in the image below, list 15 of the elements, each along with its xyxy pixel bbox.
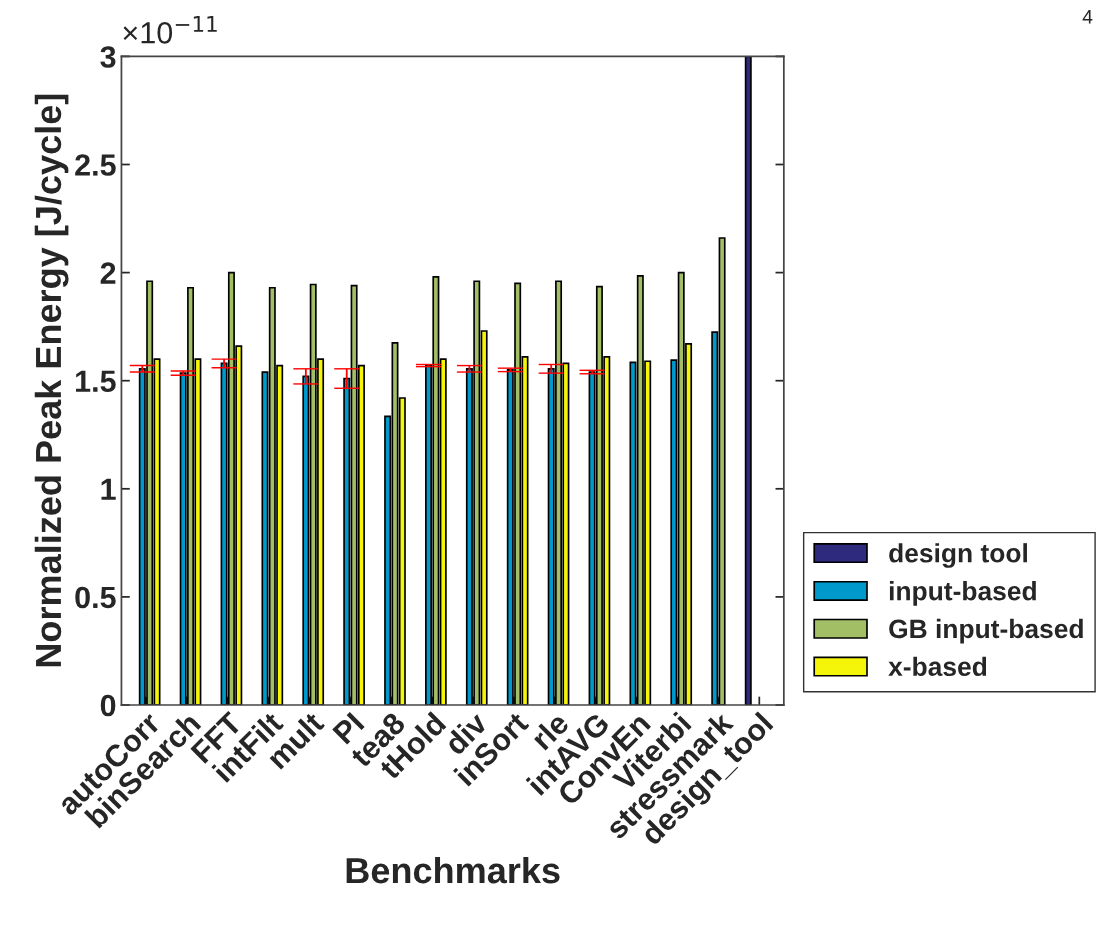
text: ×10$^{−11}$	[123, 16, 217, 44]
y-tick-label: 2.5	[75, 154, 116, 176]
y-axis-title: Normalized Peak Energy [J/cycle]	[34, 94, 69, 667]
bar	[744, 56, 752, 705]
legend-label: input-based	[889, 581, 1036, 606]
y-tick-label: 1.5	[76, 370, 116, 393]
y-tick-label: 1	[101, 478, 116, 500]
x-axis-title: Benchmarks	[346, 856, 560, 884]
y-tick-label: 0.5	[75, 586, 116, 609]
legend-label: design tool	[889, 543, 1027, 568]
y-tick-label: 2	[100, 262, 116, 284]
text: 4	[1082, 10, 1093, 24]
legend-label: x-based	[888, 656, 987, 677]
y-tick-label: 3	[100, 46, 116, 68]
legend-label: GB input-based	[889, 618, 1083, 644]
